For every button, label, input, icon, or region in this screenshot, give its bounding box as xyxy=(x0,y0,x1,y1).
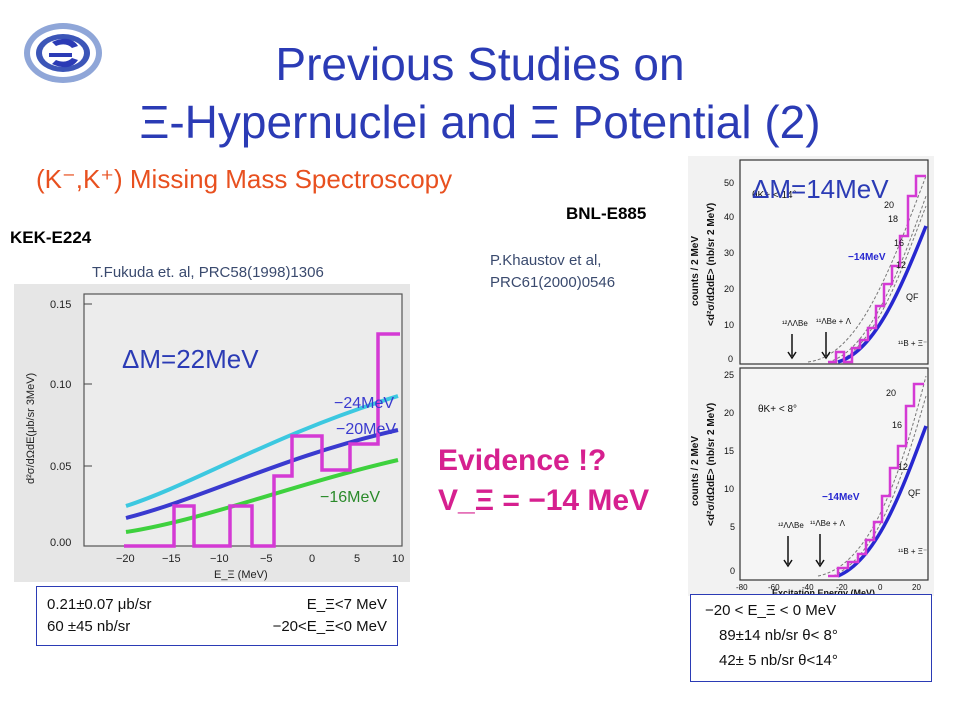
bnl-bottom-scale: 12 xyxy=(898,462,908,472)
bnl-top-arrow-label2: ¹¹ΛBe + Λ xyxy=(816,317,852,326)
bnl-reference-line2: PRC61(2000)0546 xyxy=(490,274,616,291)
bnl-bottom-ylabel: counts / 2 MeV xyxy=(690,436,701,506)
bnl-label: BNL-E885 xyxy=(566,204,647,223)
bnl-top-ytick: 10 xyxy=(724,320,734,330)
bnl-bottom-qf: QF xyxy=(908,488,921,498)
bnl-top-histogram xyxy=(828,174,926,364)
bnl-bottom-ylabel2: <d²σ/dΩdE> (nb/sr 2 MeV) xyxy=(706,403,717,526)
bnl-bottom-ytick: 0 xyxy=(730,566,735,576)
bnl-top-ytick: 50 xyxy=(724,178,734,188)
page-title-line2: Ξ-Hypernuclei and Ξ Potential (2) xyxy=(139,96,821,148)
kek-histogram xyxy=(124,332,400,548)
bnl-bottom-ytick: 15 xyxy=(724,446,734,456)
kek-box-row1-right: E_Ξ<7 MeV xyxy=(306,596,387,613)
bnl-box-row3: 42± 5 nb/sr θ<14° xyxy=(719,652,838,669)
bnl-top-qf: QF xyxy=(906,292,919,302)
bnl-top-ytick: 30 xyxy=(724,248,734,258)
kek-ytick: 0.15 xyxy=(50,299,71,311)
bnl-top-arrow-label1: ¹²ΛΛBe xyxy=(782,319,808,328)
bnl-top-ytick: 20 xyxy=(724,284,734,294)
kek-curve-20 xyxy=(125,428,399,520)
kek-xtick: −5 xyxy=(260,553,273,565)
bnl-top-scale: 20 xyxy=(884,200,894,210)
logo xyxy=(22,20,104,86)
xi-logo-icon xyxy=(24,23,102,83)
kek-delta-m: ΔM=22MeV xyxy=(122,344,259,374)
bnl-bottom-xtick: 20 xyxy=(912,583,921,592)
bnl-box-row1: −20 < E_Ξ < 0 MeV xyxy=(705,602,837,619)
kek-label: KEK-E224 xyxy=(10,228,92,247)
bnl-box-row2: 89±14 nb/sr θ< 8° xyxy=(719,627,838,644)
bnl-bottom-ytick: 25 xyxy=(724,370,734,380)
kek-xtick: −10 xyxy=(210,553,229,565)
bnl-bottom-histogram xyxy=(828,382,924,578)
kek-box-row1-left: 0.21±0.07 μb/sr xyxy=(47,596,152,613)
bnl-bottom-x-axis-label: Excitation Energy (MeV) xyxy=(772,588,875,596)
page-title-line1: Previous Studies on xyxy=(275,38,685,90)
kek-reference: T.Fukuda et. al, PRC58(1998)1306 xyxy=(92,264,324,281)
kek-curve-label: −20MeV xyxy=(336,421,396,438)
bnl-top-scale: 18 xyxy=(888,214,898,224)
kek-spectrum-figure: 0.15 0.10 0.05 0.00 d²σ/dΩdE(μb/sr 3MeV)… xyxy=(14,284,410,582)
kek-curve-24 xyxy=(125,394,399,508)
bnl-top-ytick: 40 xyxy=(724,212,734,222)
bnl-bottom-xtick: -60 xyxy=(768,583,780,592)
kek-box-row2-left: 60 ±45 nb/sr xyxy=(47,618,131,635)
kek-y-axis-label: d²σ/dΩdE(μb/sr 3MeV) xyxy=(25,373,37,484)
kek-xtick: 5 xyxy=(354,553,360,565)
bnl-delta-m: ΔM=14MeV xyxy=(752,174,889,204)
bnl-bottom-xtick: -20 xyxy=(836,583,848,592)
bnl-top-scale: 12 xyxy=(896,260,906,270)
kek-result-box: 0.21±0.07 μb/sr E_Ξ<7 MeV 60 ±45 nb/sr −… xyxy=(36,586,398,646)
kek-curve-label: −16MeV xyxy=(320,489,380,506)
kek-xtick: 10 xyxy=(392,553,404,565)
bnl-top-ytick: 0 xyxy=(728,354,733,364)
bnl-bottom-ytick: 10 xyxy=(724,484,734,494)
bnl-bottom-xtick: -80 xyxy=(736,583,748,592)
bnl-bottom-curve-label: −14MeV xyxy=(822,492,860,503)
bnl-bottom-xtick: -40 xyxy=(802,583,814,592)
bnl-top-scale: 16 xyxy=(894,238,904,248)
bnl-result-box: −20 < E_Ξ < 0 MeV 89±14 nb/sr θ< 8° 42± … xyxy=(690,594,932,682)
bnl-top-cut: θK+ < 14° xyxy=(752,190,797,201)
kek-ytick: 0.05 xyxy=(50,461,71,473)
bnl-bottom-arrow-label1: ¹²ΛΛBe xyxy=(778,521,804,530)
kek-curve-16 xyxy=(125,458,399,534)
bnl-top-ylabel2: <d²σ/dΩdE> (nb/sr 2 MeV) xyxy=(706,203,717,326)
bnl-spectrum-figure: counts / 2 MeV <d²σ/dΩdE> (nb/sr 2 MeV) … xyxy=(688,156,934,598)
kek-curve-label: −24MeV xyxy=(334,395,394,412)
evidence-line2: V_Ξ = −14 MeV xyxy=(438,484,650,517)
subtitle: (K⁻,K⁺) Missing Mass Spectroscopy xyxy=(36,164,453,194)
bnl-top-b-xi: ¹¹B + Ξ⁻ xyxy=(898,339,927,348)
kek-xtick: −15 xyxy=(162,553,181,565)
kek-ytick: 0.00 xyxy=(50,537,71,549)
bnl-top-fit-curve xyxy=(837,225,928,364)
bnl-top-curve-label: −14MeV xyxy=(848,252,886,263)
bnl-bottom-xtick: 0 xyxy=(878,583,883,592)
bnl-bottom-ytick: 20 xyxy=(724,408,734,418)
evidence-line1: Evidence !? xyxy=(438,444,607,477)
bnl-bottom-fit-curve xyxy=(837,425,928,578)
bnl-bottom-ytick: 5 xyxy=(730,522,735,532)
kek-xtick: −20 xyxy=(116,553,135,565)
bnl-bottom-arrow-label2: ¹¹ΛBe + Λ xyxy=(810,519,846,528)
bnl-reference-line1: P.Khaustov et al, xyxy=(490,252,602,269)
bnl-top-ylabel: counts / 2 MeV xyxy=(690,236,701,306)
bnl-bottom-scale: 16 xyxy=(892,420,902,430)
kek-x-axis-label: E_Ξ (MeV) xyxy=(214,569,268,581)
bnl-bottom-b-xi: ¹¹B + Ξ⁻ xyxy=(898,547,927,556)
kek-box-row2-right: −20<E_Ξ<0 MeV xyxy=(272,618,387,635)
bnl-bottom-scale: 20 xyxy=(886,388,896,398)
bnl-bottom-cut: θK+ < 8° xyxy=(758,404,797,415)
kek-xtick: 0 xyxy=(309,553,315,565)
kek-ytick: 0.10 xyxy=(50,379,71,391)
